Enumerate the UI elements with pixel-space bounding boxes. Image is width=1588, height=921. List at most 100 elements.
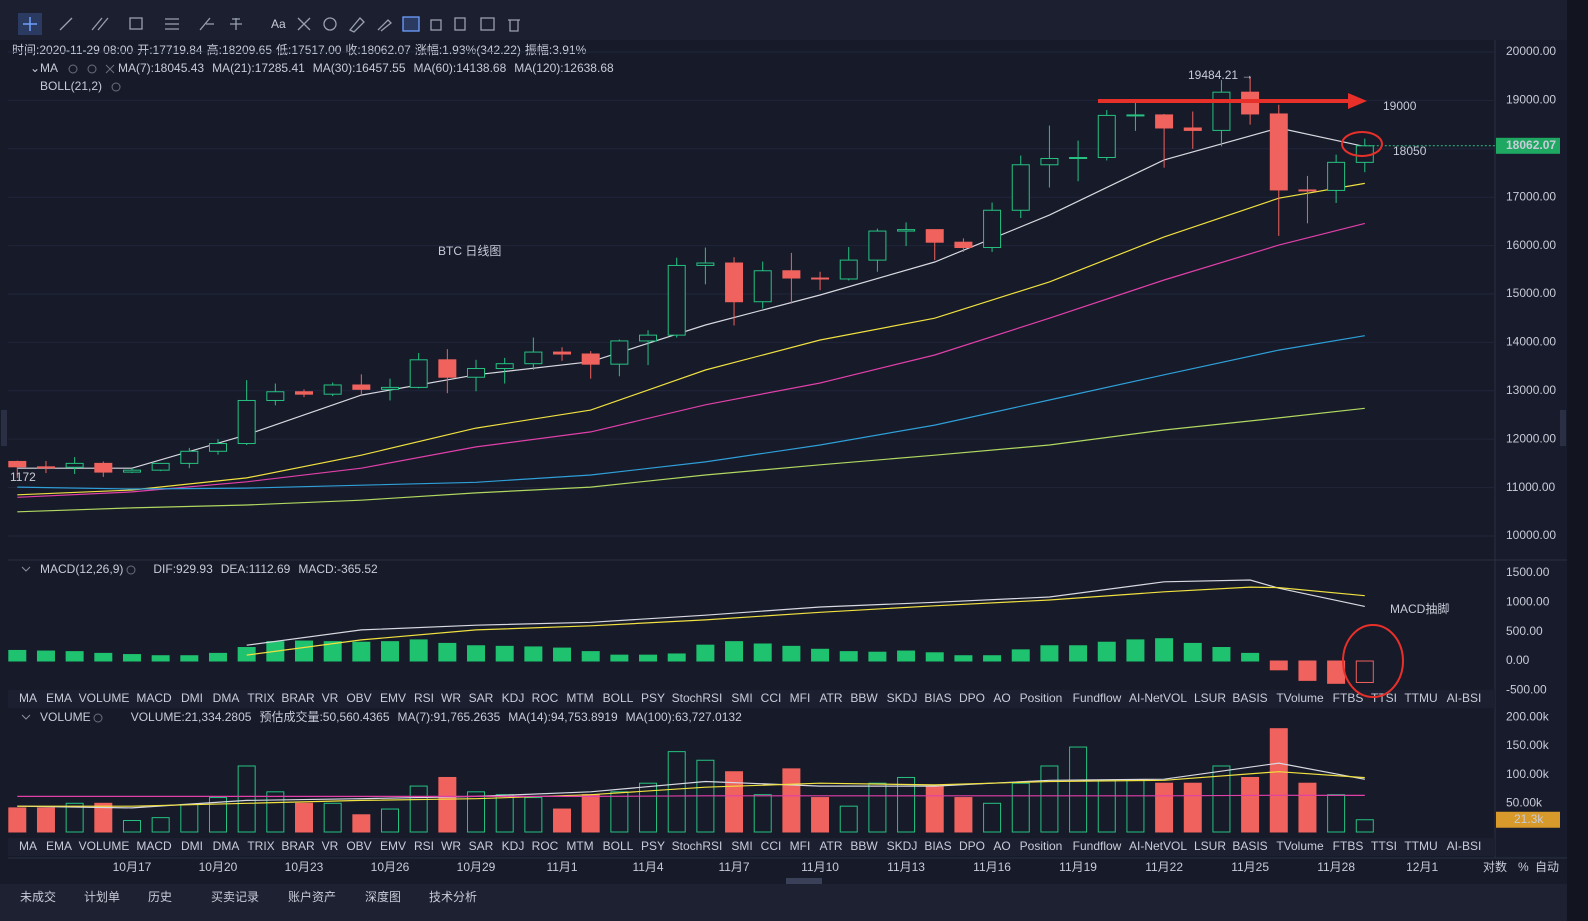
indicator-tab[interactable]: KDJ bbox=[502, 839, 525, 853]
indicator-tab[interactable]: BOLL bbox=[603, 839, 634, 853]
indicator-tab[interactable]: BRAR bbox=[281, 691, 315, 705]
indicator-tab[interactable]: MTM bbox=[566, 839, 593, 853]
indicator-tab[interactable]: SAR bbox=[469, 839, 494, 853]
settings-icon[interactable] bbox=[93, 713, 103, 723]
tool-lock[interactable] bbox=[402, 16, 420, 32]
indicator-tab[interactable]: ROC bbox=[532, 839, 559, 853]
indicator-tab[interactable]: BOLL bbox=[603, 691, 634, 705]
indicator-tab[interactable]: SKDJ bbox=[887, 839, 918, 853]
indicator-tab[interactable]: VR bbox=[322, 839, 339, 853]
tool-pen[interactable] bbox=[377, 19, 392, 32]
indicator-tab[interactable]: StochRSI bbox=[672, 839, 723, 853]
indicator-tab[interactable]: StochRSI bbox=[672, 691, 723, 705]
indicator-tab[interactable]: AI-BSI bbox=[1447, 839, 1482, 853]
right-collapse[interactable] bbox=[1560, 410, 1566, 446]
indicator-tab[interactable]: AI-NetVOL bbox=[1129, 839, 1187, 853]
tool-chart[interactable] bbox=[480, 17, 495, 31]
settings-icon[interactable] bbox=[126, 565, 136, 575]
bottom-tab[interactable]: 买卖记录 bbox=[211, 890, 259, 904]
indicator-tab[interactable]: SMI bbox=[731, 691, 752, 705]
indicator-tab[interactable]: MTM bbox=[566, 691, 593, 705]
indicator-tab[interactable]: TVolume bbox=[1276, 691, 1324, 705]
indicator-tab[interactable]: VR bbox=[322, 691, 339, 705]
indicator-tab[interactable]: TTSI bbox=[1371, 839, 1397, 853]
bottom-tab[interactable]: 未成交 bbox=[20, 889, 56, 904]
indicator-tab[interactable]: BIAS bbox=[924, 839, 951, 853]
indicator-tab[interactable]: MFI bbox=[790, 839, 811, 853]
indicator-tab[interactable]: PSY bbox=[641, 691, 665, 705]
close-icon[interactable] bbox=[105, 64, 115, 74]
indicator-tab[interactable]: ATR bbox=[819, 691, 842, 705]
indicator-tab[interactable]: MFI bbox=[790, 691, 811, 705]
indicator-tab[interactable]: LSUR bbox=[1194, 691, 1226, 705]
indicator-tab[interactable]: TVolume bbox=[1276, 839, 1324, 853]
bottom-tab[interactable]: 历史 bbox=[148, 890, 172, 904]
tool-ruler[interactable] bbox=[348, 17, 365, 33]
tool-copy[interactable] bbox=[454, 17, 466, 31]
indicator-tab[interactable]: BASIS bbox=[1232, 839, 1267, 853]
tool-measure[interactable] bbox=[230, 18, 242, 30]
indicator-tab[interactable]: PSY bbox=[641, 839, 665, 853]
toolbar-text[interactable]: Aa bbox=[271, 17, 286, 31]
indicator-tab[interactable]: BBW bbox=[850, 691, 878, 705]
indicator-tab[interactable]: CCI bbox=[761, 691, 782, 705]
indicator-tab[interactable]: MA bbox=[19, 839, 37, 853]
indicator-tab[interactable]: MACD bbox=[136, 691, 172, 705]
indicator-tab[interactable]: SMI bbox=[731, 839, 752, 853]
indicator-tab[interactable]: EMA bbox=[46, 839, 72, 853]
indicator-tab[interactable]: ATR bbox=[819, 839, 842, 853]
indicator-tab[interactable]: TRIX bbox=[247, 839, 274, 853]
indicator-tab[interactable]: Position bbox=[1020, 691, 1063, 705]
indicator-tab[interactable]: DPO bbox=[959, 691, 985, 705]
indicator-tab[interactable]: MA bbox=[19, 691, 37, 705]
indicator-tab[interactable]: DMA bbox=[213, 839, 240, 853]
scale-option[interactable]: % bbox=[1518, 860, 1529, 874]
indicator-tab[interactable]: ROC bbox=[532, 691, 559, 705]
indicator-tab[interactable]: SKDJ bbox=[887, 691, 918, 705]
indicator-tab[interactable]: BIAS bbox=[924, 691, 951, 705]
tool-parallel[interactable] bbox=[91, 17, 109, 31]
indicator-tab[interactable]: TTMU bbox=[1404, 691, 1437, 705]
tool-delete[interactable] bbox=[508, 19, 520, 32]
indicator-tab[interactable]: MACD bbox=[136, 839, 172, 853]
resize-handle[interactable] bbox=[786, 878, 822, 884]
indicator-tab[interactable]: AI-NetVOL bbox=[1129, 691, 1187, 705]
indicator-tab[interactable]: EMA bbox=[46, 691, 72, 705]
tool-pattern[interactable] bbox=[297, 17, 311, 31]
indicator-tab[interactable]: OBV bbox=[346, 691, 371, 705]
indicator-tab[interactable]: EMV bbox=[380, 839, 406, 853]
indicator-tab[interactable]: WR bbox=[441, 839, 461, 853]
indicator-tab[interactable]: AI-BSI bbox=[1447, 691, 1482, 705]
indicator-tab[interactable]: BRAR bbox=[281, 839, 315, 853]
tool-magnet[interactable] bbox=[430, 19, 442, 31]
tool-rect[interactable] bbox=[129, 17, 143, 30]
left-collapse[interactable] bbox=[1, 410, 7, 446]
indicator-tab[interactable]: WR bbox=[441, 691, 461, 705]
tool-wave[interactable] bbox=[199, 17, 214, 31]
bottom-tab[interactable]: 深度图 bbox=[365, 889, 401, 904]
scale-option[interactable]: 自动 bbox=[1535, 860, 1559, 874]
collapse-arrow[interactable] bbox=[21, 566, 31, 720]
tool-fib[interactable] bbox=[165, 18, 179, 30]
indicator-tab[interactable]: Fundflow bbox=[1073, 839, 1122, 853]
indicator-tab[interactable]: EMV bbox=[380, 691, 406, 705]
indicator-tab[interactable]: RSI bbox=[414, 839, 434, 853]
indicator-tab[interactable]: Position bbox=[1020, 839, 1063, 853]
tool-hide[interactable] bbox=[323, 17, 337, 31]
indicator-tab[interactable]: TTMU bbox=[1404, 839, 1437, 853]
indicator-tab[interactable]: Fundflow bbox=[1073, 691, 1122, 705]
indicator-tab[interactable]: CCI bbox=[761, 839, 782, 853]
indicator-tab[interactable]: VOLUME bbox=[79, 839, 130, 853]
bottom-tab[interactable]: 账户资产 bbox=[288, 889, 336, 904]
indicator-tab[interactable]: FTBS bbox=[1333, 691, 1364, 705]
indicator-tab[interactable]: BASIS bbox=[1232, 691, 1267, 705]
indicator-tab[interactable]: OBV bbox=[346, 839, 371, 853]
indicator-tab[interactable]: AO bbox=[993, 691, 1010, 705]
hidden-icon[interactable] bbox=[111, 82, 121, 92]
indicator-tab[interactable]: DPO bbox=[959, 839, 985, 853]
tool-line[interactable] bbox=[59, 17, 73, 31]
indicator-tab[interactable]: RSI bbox=[414, 691, 434, 705]
indicator-tab[interactable]: BBW bbox=[850, 839, 878, 853]
eye-icon[interactable] bbox=[68, 64, 78, 74]
bottom-tab[interactable]: 计划单 bbox=[84, 890, 120, 904]
